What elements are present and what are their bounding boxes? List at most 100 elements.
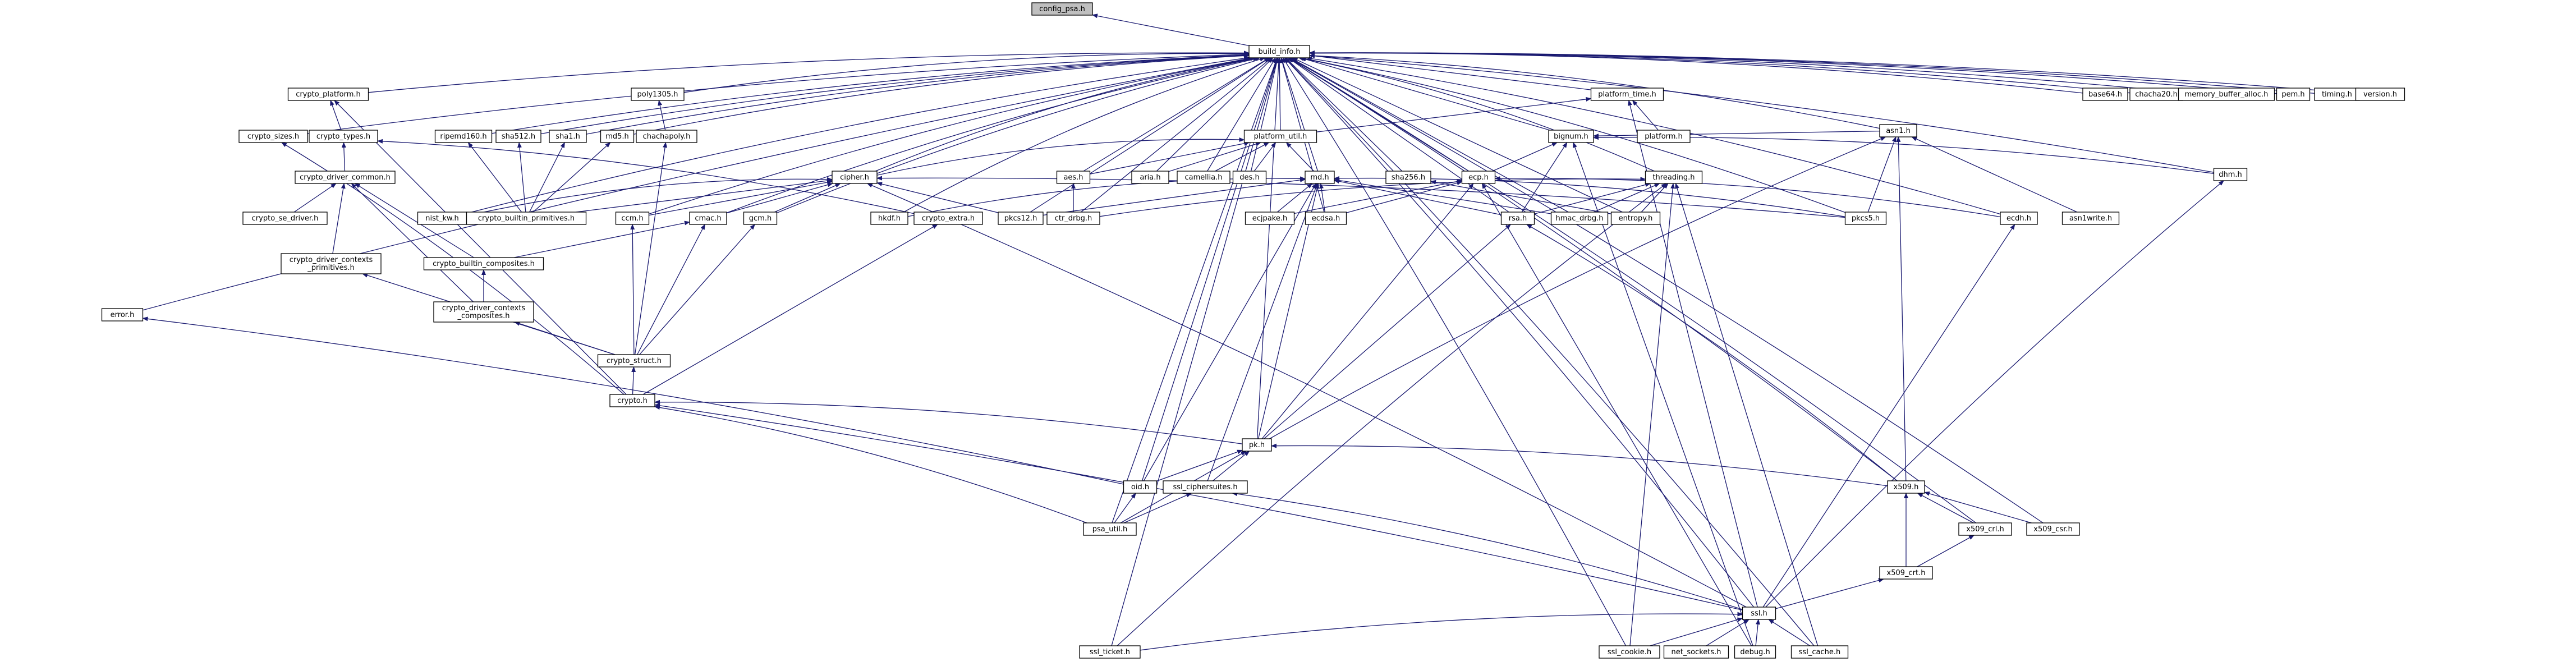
node-config-psa[interactable]: config_psa.h xyxy=(1031,2,1093,16)
node-label: debug.h xyxy=(1740,648,1770,656)
node-nist-kw[interactable]: nist_kw.h xyxy=(417,212,467,225)
node-sha256[interactable]: sha256.h xyxy=(1385,171,1431,184)
node-chacha20[interactable]: chacha20.h xyxy=(2129,88,2183,101)
edge-hmac-drbg-to-build-info xyxy=(1289,57,1569,213)
node-label: ssl_ciphersuites.h xyxy=(1173,483,1237,492)
node-crypto-driver-contexts-composites[interactable]: crypto_driver_contexts_composites.h xyxy=(433,301,534,323)
node-platform[interactable]: platform.h xyxy=(1637,130,1691,143)
node-psa-util[interactable]: psa_util.h xyxy=(1083,522,1137,536)
node-pk[interactable]: pk.h xyxy=(1242,438,1272,452)
node-timing[interactable]: timing.h xyxy=(2314,88,2360,101)
edge-crypto-se-driver-to-crypto-driver-common xyxy=(293,183,337,213)
node-pkcs12[interactable]: pkcs12.h xyxy=(998,212,1044,225)
node-cmac[interactable]: cmac.h xyxy=(689,212,727,225)
node-oid[interactable]: oid.h xyxy=(1123,480,1158,494)
node-crypto-driver-common[interactable]: crypto_driver_common.h xyxy=(295,171,396,184)
node-label: config_psa.h xyxy=(1039,5,1085,13)
node-sha512[interactable]: sha512.h xyxy=(495,130,541,143)
node-label: bignum.h xyxy=(1554,132,1588,141)
node-crypto-extra[interactable]: crypto_extra.h xyxy=(913,212,983,225)
node-crypto-struct[interactable]: crypto_struct.h xyxy=(597,354,671,368)
edge-x509-to-pk xyxy=(1271,443,1888,486)
edge-timing-to-build-info xyxy=(1309,50,2315,94)
node-box xyxy=(1031,2,1093,16)
node-ripemd160[interactable]: ripemd160.h xyxy=(434,130,493,143)
node-memory-buffer-alloc[interactable]: memory_buffer_alloc.h xyxy=(2178,88,2275,101)
node-dhm[interactable]: dhm.h xyxy=(2213,168,2248,181)
node-x509-csr[interactable]: x509_csr.h xyxy=(2026,522,2080,536)
node-base64[interactable]: base64.h xyxy=(2082,88,2128,101)
node-label: entropy.h xyxy=(1619,214,1653,223)
node-crypto-sizes[interactable]: crypto_sizes.h xyxy=(238,130,308,143)
node-aria[interactable]: aria.h xyxy=(1131,171,1169,184)
node-des[interactable]: des.h xyxy=(1232,171,1267,184)
node-asn1write[interactable]: asn1write.h xyxy=(2061,212,2120,225)
node-ssl[interactable]: ssl.h xyxy=(1742,607,1776,620)
node-hmac-drbg[interactable]: hmac_drbg.h xyxy=(1550,212,1609,225)
edge-ecjpake-to-ecp xyxy=(1294,179,1463,214)
node-x509[interactable]: x509.h xyxy=(1887,480,1925,494)
node-build-info[interactable]: build_info.h xyxy=(1248,45,1310,58)
node-md[interactable]: md.h xyxy=(1305,171,1335,184)
node-sha1[interactable]: sha1.h xyxy=(549,130,587,143)
node-camellia[interactable]: camellia.h xyxy=(1177,171,1230,184)
node-label: oid.h xyxy=(1131,483,1149,492)
node-ccm[interactable]: ccm.h xyxy=(615,212,650,225)
node-crypto-se-driver[interactable]: crypto_se_driver.h xyxy=(242,212,328,225)
node-ecjpake[interactable]: ecjpake.h xyxy=(1245,212,1295,225)
edge-crypto-builtin-composites-to-cmac xyxy=(514,221,690,258)
edge-net-sockets-to-ssl xyxy=(1706,619,1750,646)
node-asn1[interactable]: asn1.h xyxy=(1879,124,1917,137)
edge-x509-crt-to-x509-crl xyxy=(1917,535,1975,567)
node-x509-crl[interactable]: x509_crl.h xyxy=(1958,522,2012,536)
node-ssl-ticket[interactable]: ssl_ticket.h xyxy=(1079,645,1141,659)
node-md5[interactable]: md5.h xyxy=(600,130,635,143)
node-bignum[interactable]: bignum.h xyxy=(1548,130,1594,143)
node-crypto-types[interactable]: crypto_types.h xyxy=(309,130,378,143)
node-crypto-platform[interactable]: crypto_platform.h xyxy=(287,88,369,101)
node-entropy[interactable]: entropy.h xyxy=(1610,212,1661,225)
node-aes[interactable]: aes.h xyxy=(1056,171,1091,184)
edge-crypto-to-crypto-extra xyxy=(642,224,938,395)
node-box xyxy=(1610,212,1661,225)
node-platform-time[interactable]: platform_time.h xyxy=(1590,88,1664,101)
node-box xyxy=(913,212,983,225)
node-gcm[interactable]: gcm.h xyxy=(743,212,778,225)
node-label: chachapoly.h xyxy=(643,132,691,141)
node-net-sockets[interactable]: net_sockets.h xyxy=(1663,645,1729,659)
node-pem[interactable]: pem.h xyxy=(2276,88,2311,101)
node-ecdsa[interactable]: ecdsa.h xyxy=(1305,212,1347,225)
node-cipher[interactable]: cipher.h xyxy=(832,171,878,184)
node-box xyxy=(1887,480,1925,494)
node-ssl-ciphersuites[interactable]: ssl_ciphersuites.h xyxy=(1163,480,1248,494)
edge-nist-kw-to-build-info xyxy=(466,56,1250,214)
node-ssl-cookie[interactable]: ssl_cookie.h xyxy=(1599,645,1660,659)
node-ecdh[interactable]: ecdh.h xyxy=(2000,212,2038,225)
node-label: x509_crt.h xyxy=(1887,569,1926,577)
node-label: cmac.h xyxy=(695,214,721,223)
node-version[interactable]: version.h xyxy=(2355,88,2405,101)
node-box xyxy=(600,130,635,143)
node-crypto[interactable]: crypto.h xyxy=(609,394,655,407)
node-label: ripemd160.h xyxy=(440,132,486,141)
node-rsa[interactable]: rsa.h xyxy=(1500,212,1535,225)
node-ssl-cache[interactable]: ssl_cache.h xyxy=(1790,645,1849,659)
node-platform-util[interactable]: platform_util.h xyxy=(1243,130,1317,143)
node-box xyxy=(1879,124,1917,137)
node-poly1305[interactable]: poly1305.h xyxy=(631,88,685,101)
node-ecp[interactable]: ecp.h xyxy=(1461,171,1496,184)
node-hkdf[interactable]: hkdf.h xyxy=(870,212,908,225)
node-error[interactable]: error.h xyxy=(101,308,144,321)
node-box xyxy=(287,88,369,101)
edge-crypto-to-crypto-struct xyxy=(631,366,636,395)
node-crypto-builtin-composites[interactable]: crypto_builtin_composites.h xyxy=(423,257,544,270)
node-debug[interactable]: debug.h xyxy=(1734,645,1776,659)
node-x509-crt[interactable]: x509_crt.h xyxy=(1879,566,1933,580)
node-crypto-builtin-primitives[interactable]: crypto_builtin_primitives.h xyxy=(466,212,587,225)
node-crypto-driver-contexts-primitives[interactable]: crypto_driver_contexts_primitives.h xyxy=(281,253,382,274)
node-ctr-drbg[interactable]: ctr_drbg.h xyxy=(1046,212,1100,225)
node-chachapoly[interactable]: chachapoly.h xyxy=(636,130,697,143)
edge-crypto-extra-to-crypto-types xyxy=(377,139,915,214)
node-pkcs5[interactable]: pkcs5.h xyxy=(1844,212,1887,225)
node-threading[interactable]: threading.h xyxy=(1645,171,1703,184)
